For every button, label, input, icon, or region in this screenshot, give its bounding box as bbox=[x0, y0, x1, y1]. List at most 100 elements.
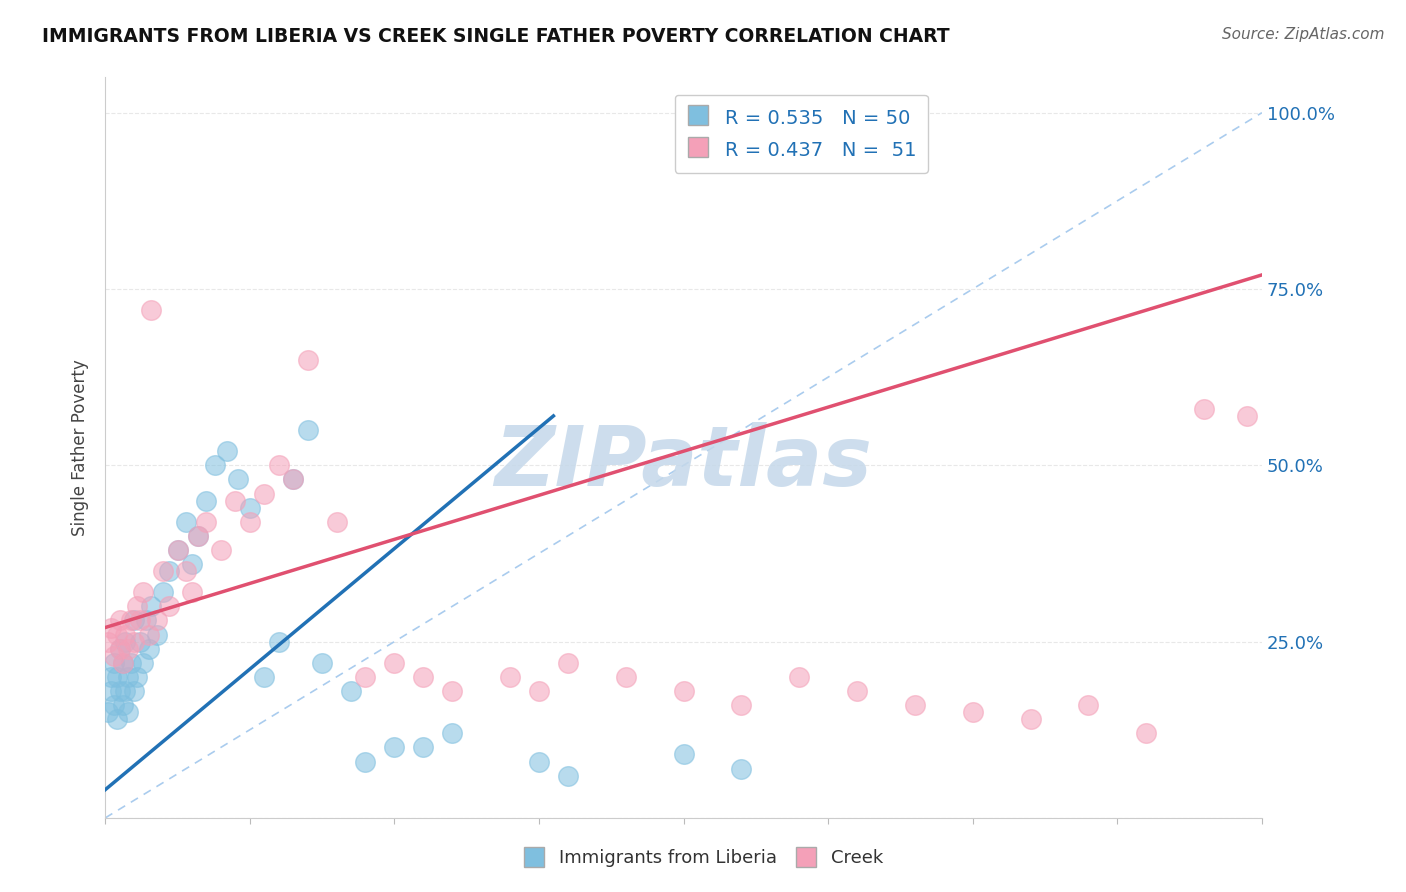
Point bbox=[166, 543, 188, 558]
Point bbox=[267, 458, 290, 473]
Point bbox=[226, 472, 249, 486]
Y-axis label: Single Father Poverty: Single Father Poverty bbox=[72, 359, 89, 536]
Point bbox=[97, 634, 120, 648]
Point bbox=[297, 352, 319, 367]
Text: IMMIGRANTS FROM LIBERIA VS CREEK SINGLE FATHER POVERTY CORRELATION CHART: IMMIGRANTS FROM LIBERIA VS CREEK SINGLE … bbox=[42, 27, 950, 45]
Point bbox=[146, 627, 169, 641]
Point bbox=[114, 627, 136, 641]
Point bbox=[108, 614, 131, 628]
Point bbox=[132, 656, 155, 670]
Point bbox=[204, 458, 226, 473]
Point bbox=[215, 444, 238, 458]
Point bbox=[354, 670, 377, 684]
Point bbox=[267, 634, 290, 648]
Point bbox=[412, 740, 434, 755]
Point bbox=[117, 641, 139, 656]
Point bbox=[138, 641, 160, 656]
Point bbox=[557, 769, 579, 783]
Point bbox=[354, 755, 377, 769]
Point bbox=[187, 529, 209, 543]
Point bbox=[166, 543, 188, 558]
Point bbox=[1236, 409, 1258, 423]
Point bbox=[672, 747, 695, 762]
Point bbox=[195, 515, 218, 529]
Point bbox=[100, 620, 122, 634]
Point bbox=[181, 585, 204, 599]
Point bbox=[111, 698, 134, 712]
Point bbox=[730, 698, 752, 712]
Point bbox=[152, 564, 174, 578]
Point bbox=[105, 670, 128, 684]
Point bbox=[111, 656, 134, 670]
Point bbox=[384, 740, 406, 755]
Point bbox=[412, 670, 434, 684]
Point bbox=[1192, 401, 1215, 416]
Point bbox=[103, 698, 125, 712]
Point bbox=[97, 705, 120, 719]
Point bbox=[152, 585, 174, 599]
Point bbox=[100, 670, 122, 684]
Point bbox=[141, 599, 163, 614]
Point bbox=[105, 712, 128, 726]
Legend: R = 0.535   N = 50, R = 0.437   N =  51: R = 0.535 N = 50, R = 0.437 N = 51 bbox=[675, 95, 928, 172]
Point bbox=[499, 670, 522, 684]
Point bbox=[846, 684, 869, 698]
Point bbox=[135, 614, 157, 628]
Point bbox=[157, 599, 180, 614]
Point bbox=[283, 472, 305, 486]
Point bbox=[614, 670, 637, 684]
Point bbox=[129, 634, 152, 648]
Point bbox=[195, 493, 218, 508]
Point bbox=[730, 762, 752, 776]
Point bbox=[108, 641, 131, 656]
Point bbox=[1019, 712, 1042, 726]
Point bbox=[146, 614, 169, 628]
Point bbox=[527, 684, 550, 698]
Point bbox=[224, 493, 246, 508]
Point bbox=[253, 670, 276, 684]
Point bbox=[962, 705, 984, 719]
Point bbox=[209, 543, 232, 558]
Point bbox=[527, 755, 550, 769]
Point bbox=[122, 614, 145, 628]
Point bbox=[120, 656, 142, 670]
Point bbox=[122, 684, 145, 698]
Point bbox=[187, 529, 209, 543]
Point bbox=[108, 684, 131, 698]
Text: Source: ZipAtlas.com: Source: ZipAtlas.com bbox=[1222, 27, 1385, 42]
Point bbox=[1135, 726, 1157, 740]
Point bbox=[117, 705, 139, 719]
Point bbox=[100, 684, 122, 698]
Point bbox=[103, 648, 125, 663]
Point bbox=[141, 303, 163, 318]
Point bbox=[384, 656, 406, 670]
Point bbox=[108, 641, 131, 656]
Point bbox=[138, 627, 160, 641]
Point bbox=[340, 684, 363, 698]
Legend: Immigrants from Liberia, Creek: Immigrants from Liberia, Creek bbox=[516, 842, 890, 874]
Point bbox=[253, 486, 276, 500]
Point bbox=[181, 557, 204, 571]
Point bbox=[787, 670, 810, 684]
Point bbox=[297, 423, 319, 437]
Point bbox=[111, 656, 134, 670]
Point bbox=[114, 634, 136, 648]
Point bbox=[239, 515, 262, 529]
Point bbox=[125, 670, 148, 684]
Point bbox=[117, 670, 139, 684]
Point bbox=[1077, 698, 1099, 712]
Point bbox=[105, 627, 128, 641]
Point bbox=[239, 500, 262, 515]
Point bbox=[122, 634, 145, 648]
Point bbox=[132, 585, 155, 599]
Point bbox=[125, 599, 148, 614]
Point bbox=[114, 684, 136, 698]
Point bbox=[174, 515, 197, 529]
Point bbox=[283, 472, 305, 486]
Point bbox=[174, 564, 197, 578]
Point bbox=[157, 564, 180, 578]
Point bbox=[103, 656, 125, 670]
Point bbox=[904, 698, 927, 712]
Point bbox=[129, 614, 152, 628]
Point bbox=[311, 656, 333, 670]
